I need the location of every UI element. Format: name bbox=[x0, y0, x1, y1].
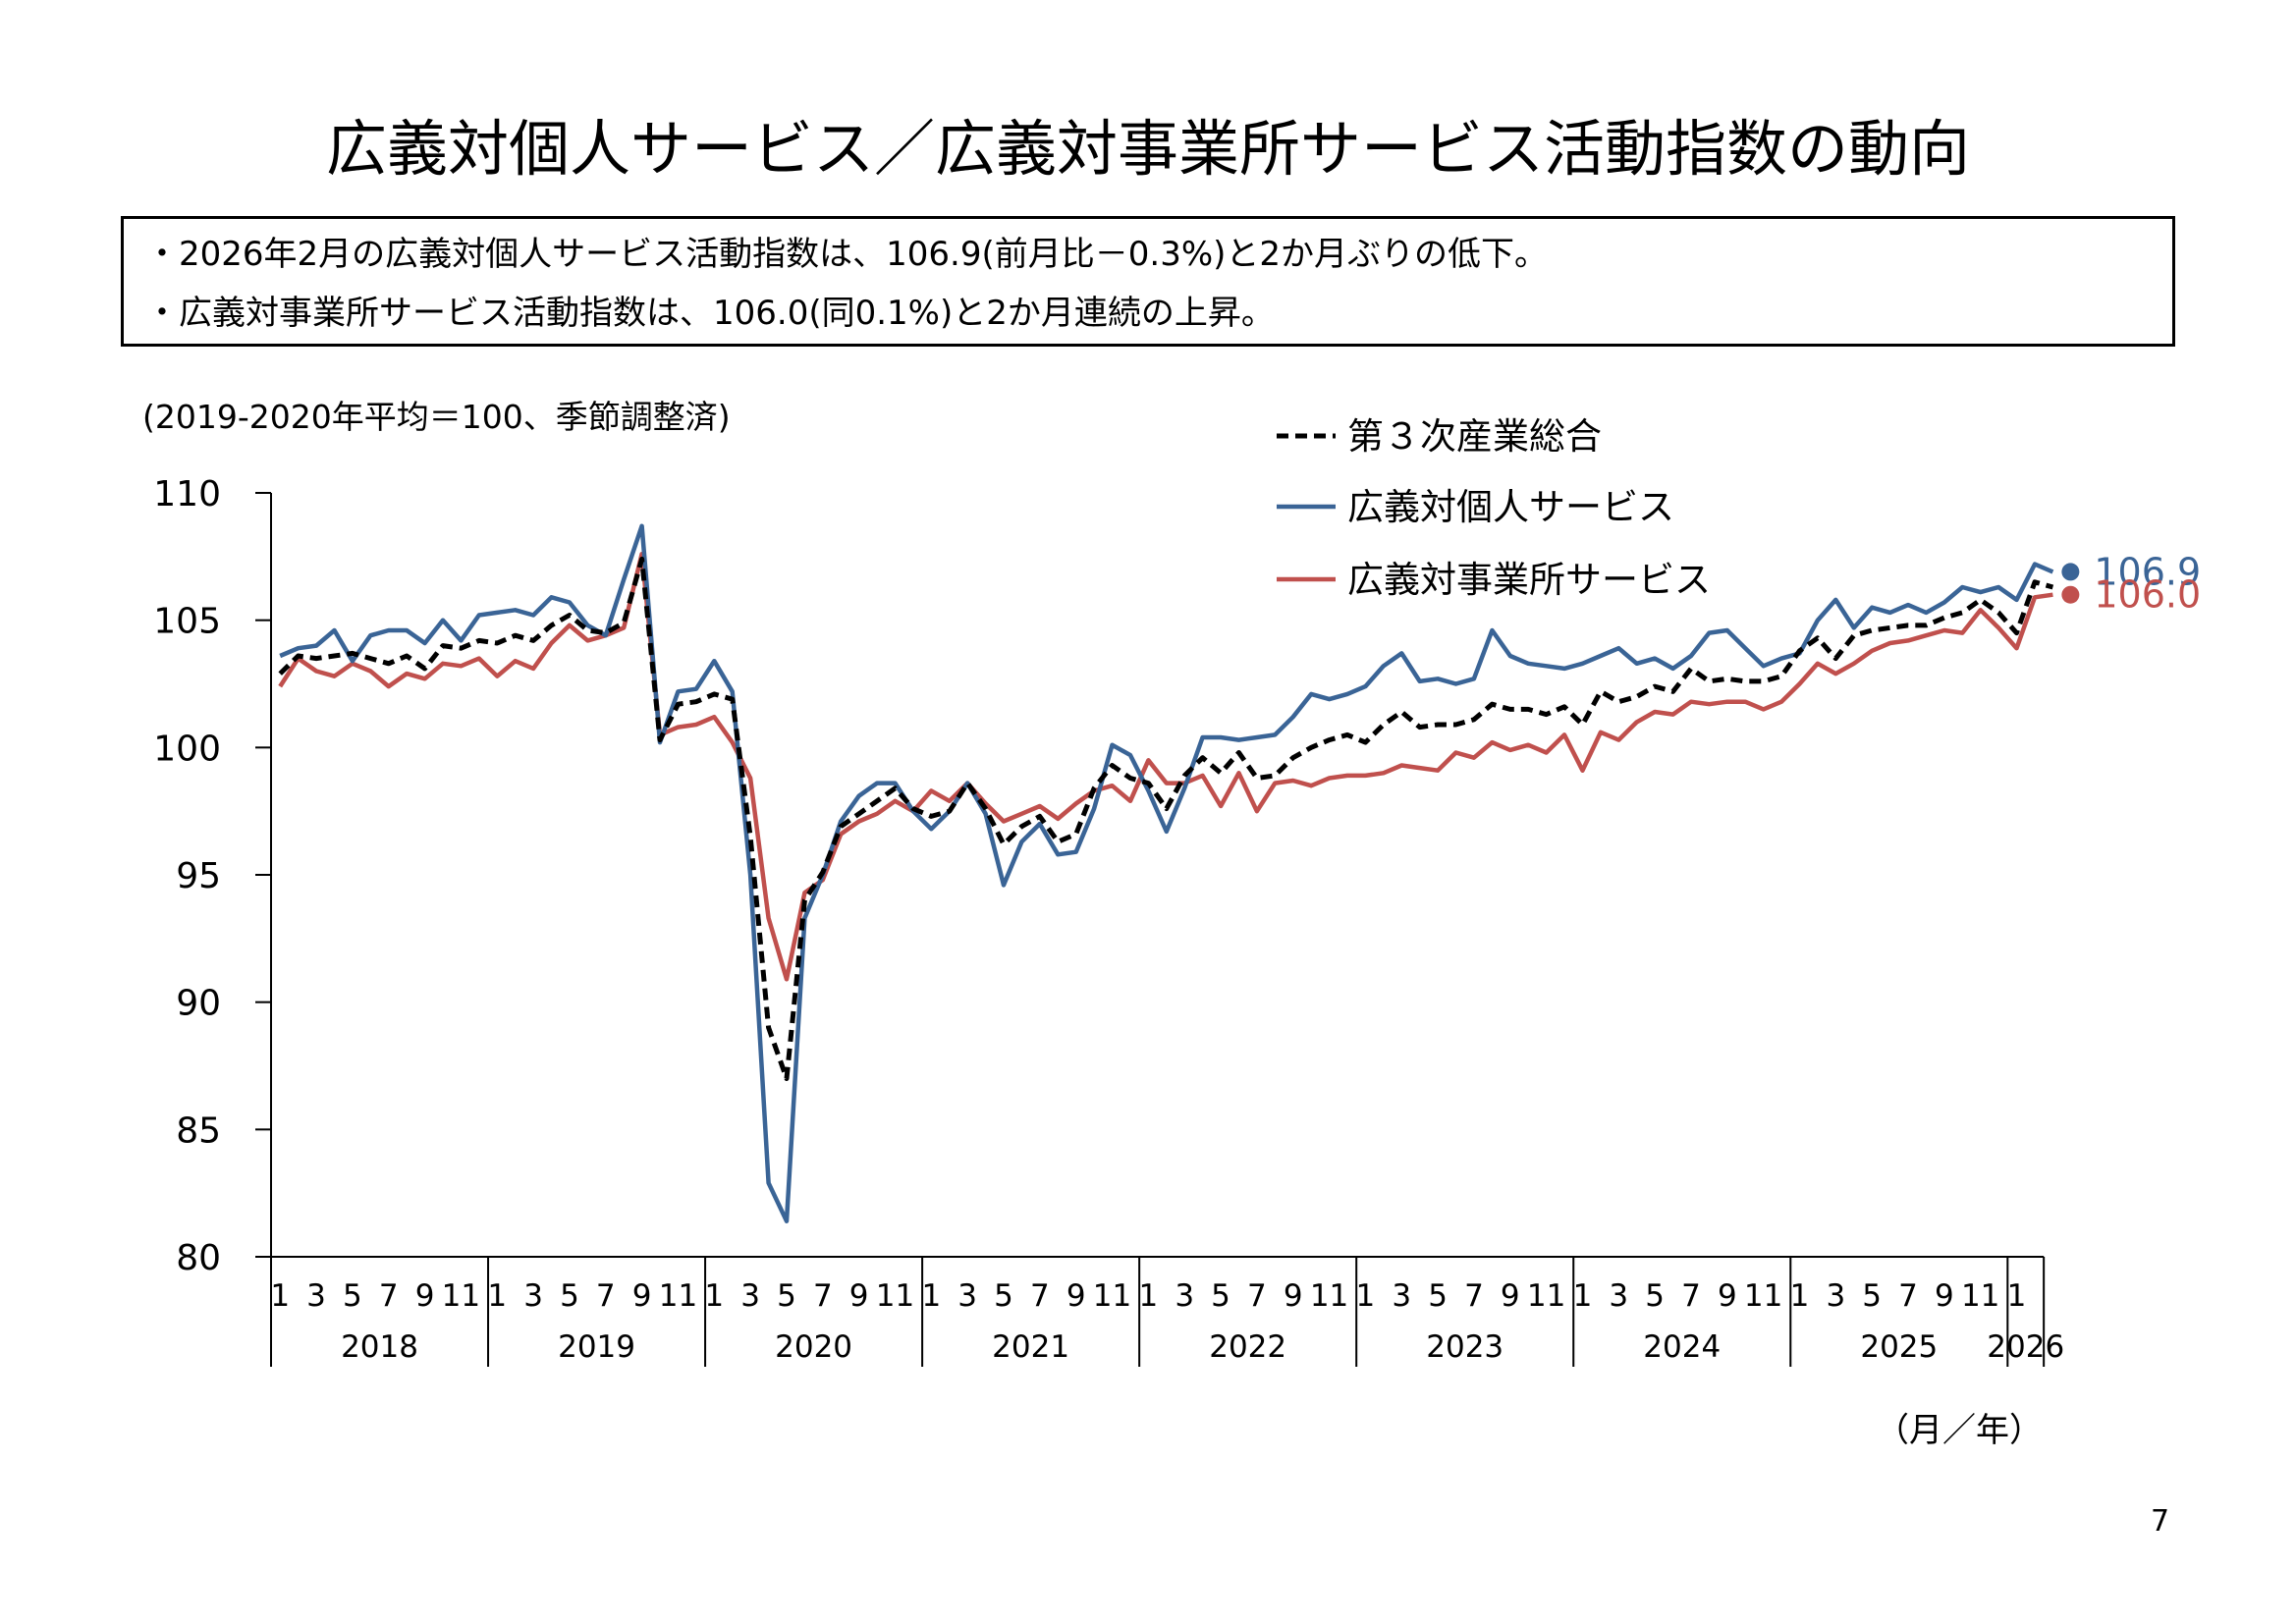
y-tick-label: 90 bbox=[176, 984, 221, 1024]
x-month-label: 11 bbox=[442, 1278, 480, 1314]
x-month-label: 11 bbox=[1744, 1278, 1782, 1314]
x-month-label: 1 bbox=[487, 1278, 507, 1314]
series-end-label-2: 106.0 bbox=[2094, 573, 2201, 617]
series-line-2 bbox=[278, 551, 2053, 982]
x-year-label: 2019 bbox=[558, 1329, 635, 1365]
x-year-label: 2023 bbox=[1426, 1329, 1503, 1365]
x-month-label: 1 bbox=[1139, 1278, 1159, 1314]
x-month-label: 9 bbox=[1284, 1278, 1303, 1314]
x-month-label: 5 bbox=[560, 1278, 579, 1314]
x-month-label: 11 bbox=[1093, 1278, 1131, 1314]
x-month-label: 7 bbox=[1898, 1278, 1918, 1314]
index-base-note: (2019-2020年平均＝100、季節調整済) bbox=[142, 398, 731, 436]
x-month-label: 7 bbox=[1464, 1278, 1484, 1314]
x-month-label: 5 bbox=[1862, 1278, 1882, 1314]
x-month-label: 1 bbox=[1573, 1278, 1593, 1314]
x-month-label: 1 bbox=[2007, 1278, 2027, 1314]
summary-line-personal: ・2026年2月の広義対個人サービス活動指数は、106.9(前月比－0.3%)と… bbox=[145, 235, 1549, 274]
x-month-label: 3 bbox=[1609, 1278, 1628, 1314]
x-month-label: 1 bbox=[270, 1278, 290, 1314]
x-month-label: 7 bbox=[1247, 1278, 1267, 1314]
legend-label-1: 広義対個人サービス bbox=[1347, 486, 1674, 528]
x-month-label: 3 bbox=[306, 1278, 326, 1314]
page-number: 7 bbox=[2151, 1504, 2170, 1539]
x-month-label: 5 bbox=[994, 1278, 1013, 1314]
x-month-label: 11 bbox=[1961, 1278, 1999, 1314]
page-title: 広義対個人サービス／広義対事業所サービス活動指数の動向 bbox=[325, 113, 1970, 185]
series-end-marker-1 bbox=[2061, 563, 2080, 581]
x-month-label: 5 bbox=[1211, 1278, 1230, 1314]
x-month-label: 3 bbox=[957, 1278, 977, 1314]
x-month-label: 9 bbox=[1935, 1278, 1954, 1314]
x-year-label: 2025 bbox=[1860, 1329, 1938, 1365]
y-tick-label: 80 bbox=[176, 1238, 221, 1278]
x-month-label: 9 bbox=[849, 1278, 869, 1314]
series-line-0 bbox=[278, 556, 2054, 1081]
x-year-label: 2021 bbox=[992, 1329, 1069, 1365]
x-month-label: 11 bbox=[1310, 1278, 1348, 1314]
summary-box: ・2026年2月の広義対個人サービス活動指数は、106.9(前月比－0.3%)と… bbox=[121, 216, 2175, 347]
y-tick-label: 85 bbox=[176, 1110, 221, 1151]
x-month-label: 7 bbox=[1681, 1278, 1701, 1314]
legend-label-0: 第３次産業総合 bbox=[1347, 415, 1602, 458]
x-month-label: 1 bbox=[1356, 1278, 1376, 1314]
x-month-label: 5 bbox=[343, 1278, 362, 1314]
x-month-label: 5 bbox=[1428, 1278, 1448, 1314]
x-month-label: 1 bbox=[1790, 1278, 1810, 1314]
x-month-label: 9 bbox=[1501, 1278, 1520, 1314]
x-month-label: 5 bbox=[1645, 1278, 1665, 1314]
x-year-label: 2018 bbox=[341, 1329, 418, 1365]
x-month-label: 3 bbox=[1175, 1278, 1194, 1314]
x-year-label: 2024 bbox=[1643, 1329, 1721, 1365]
y-tick-label: 105 bbox=[153, 602, 221, 642]
x-month-label: 7 bbox=[379, 1278, 399, 1314]
x-year-label: 2026 bbox=[1987, 1329, 2064, 1365]
x-month-label: 9 bbox=[1718, 1278, 1737, 1314]
x-month-label: 3 bbox=[740, 1278, 760, 1314]
x-year-label: 2020 bbox=[775, 1329, 852, 1365]
series-end-label-1: 106.9 bbox=[2094, 550, 2201, 593]
y-tick-label: 95 bbox=[176, 856, 221, 896]
x-month-label: 1 bbox=[704, 1278, 724, 1314]
x-month-label: 7 bbox=[596, 1278, 616, 1314]
x-month-label: 7 bbox=[1030, 1278, 1050, 1314]
x-month-label: 5 bbox=[777, 1278, 796, 1314]
legend-label-2: 広義対事業所サービス bbox=[1347, 559, 1711, 601]
y-tick-label: 110 bbox=[153, 474, 221, 514]
x-month-label: 3 bbox=[523, 1278, 543, 1314]
series-line-1 bbox=[279, 523, 2054, 1223]
y-tick-label: 100 bbox=[153, 729, 221, 769]
x-month-label: 11 bbox=[1527, 1278, 1565, 1314]
x-month-label: 7 bbox=[813, 1278, 833, 1314]
x-year-label: 2022 bbox=[1209, 1329, 1286, 1365]
x-axis-unit-label: （月／年） bbox=[1876, 1411, 2043, 1450]
x-month-label: 9 bbox=[1066, 1278, 1086, 1314]
series-end-marker-2 bbox=[2061, 585, 2080, 604]
x-month-label: 11 bbox=[659, 1278, 697, 1314]
x-month-label: 3 bbox=[1826, 1278, 1845, 1314]
x-month-label: 1 bbox=[921, 1278, 941, 1314]
x-month-label: 11 bbox=[876, 1278, 914, 1314]
summary-line-business: ・広義対事業所サービス活動指数は、106.0(同0.1%)と2か月連続の上昇。 bbox=[145, 294, 1275, 333]
x-month-label: 3 bbox=[1392, 1278, 1411, 1314]
x-month-label: 9 bbox=[415, 1278, 435, 1314]
x-month-label: 9 bbox=[632, 1278, 652, 1314]
